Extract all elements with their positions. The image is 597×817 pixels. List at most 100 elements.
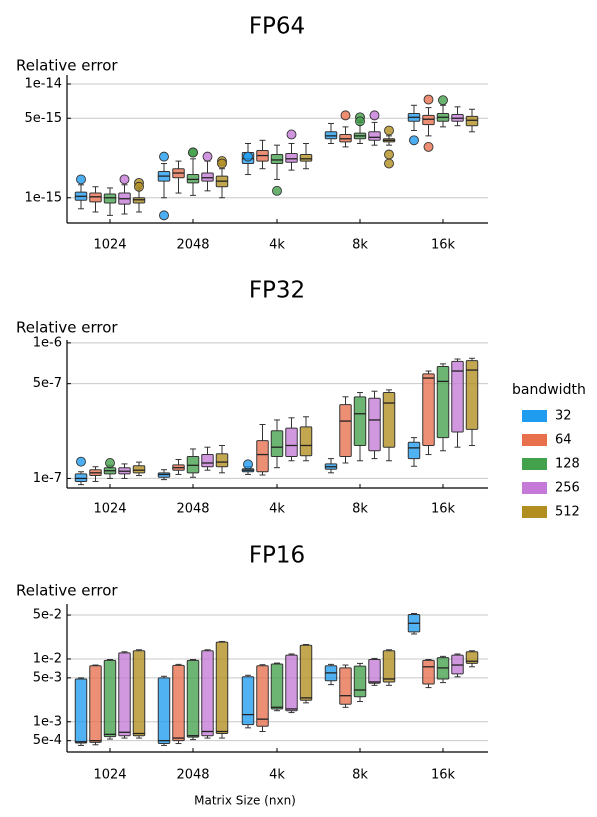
box-128-1024 — [103, 458, 117, 479]
x-axis-label: Matrix Size (nxn) — [194, 794, 296, 808]
box-128-1024 — [103, 187, 117, 216]
outlier-point — [76, 174, 86, 185]
box-256-4k — [285, 417, 298, 462]
box-32-8k — [324, 458, 338, 474]
box-128-2048 — [186, 448, 200, 478]
box-32-8k — [324, 122, 338, 144]
box-512-4k — [299, 142, 313, 170]
box-iqr — [132, 650, 146, 737]
box-iqr — [285, 654, 298, 712]
box-512-1024 — [132, 177, 146, 213]
box-iqr — [422, 114, 435, 126]
y-axis-label: Relative error — [16, 57, 118, 75]
box-128-2048 — [186, 659, 200, 741]
y-tick-label: 5e-4 — [33, 733, 62, 748]
box-iqr — [299, 154, 313, 162]
box-iqr — [215, 641, 229, 735]
x-tick-label: 1024 — [93, 502, 126, 517]
outlier-point — [369, 110, 380, 121]
box-64-1024 — [89, 186, 102, 213]
box-64-4k — [256, 664, 269, 732]
box-iqr — [465, 651, 479, 664]
box-32-2048 — [157, 469, 171, 481]
outlier-point — [286, 129, 297, 140]
box-iqr — [422, 659, 435, 685]
box-128-8k — [353, 662, 367, 703]
box-32-16k — [407, 437, 421, 467]
box-64-8k — [339, 396, 352, 464]
box-256-2048 — [201, 649, 214, 739]
y-tick-label: 1e-15 — [24, 190, 62, 205]
box-64-16k — [422, 94, 435, 152]
outlier-point — [105, 458, 115, 468]
box-iqr — [132, 465, 146, 474]
box-128-4k — [270, 662, 284, 712]
x-tick-label: 8k — [352, 502, 368, 517]
box-iqr — [103, 659, 117, 738]
box-iqr — [436, 365, 450, 439]
x-tick-label: 1024 — [93, 238, 126, 253]
box-64-16k — [422, 370, 435, 456]
panel-fp64: FP64 Relative error 1e-14 5e-15 1e-15 1024 204… — [16, 14, 488, 253]
outlier-point — [423, 94, 434, 105]
box-64-4k — [256, 423, 269, 476]
panel-title: FP16 — [249, 543, 305, 569]
outlier-point — [217, 158, 227, 169]
x-tick-label: 2048 — [176, 768, 209, 783]
box-iqr — [299, 644, 313, 701]
legend-label: 32 — [555, 409, 572, 424]
x-tick-label: 4k — [269, 238, 285, 253]
outlier-point — [76, 456, 86, 467]
box-iqr — [382, 650, 396, 683]
box-512-4k — [299, 643, 313, 704]
box-iqr — [299, 426, 313, 457]
box-iqr — [157, 677, 171, 745]
box-32-16k — [407, 104, 421, 146]
box-512-1024 — [132, 461, 146, 477]
box-128-16k — [436, 363, 450, 452]
y-tick-label: 5e-15 — [24, 111, 62, 126]
box-128-4k — [270, 144, 284, 196]
legend-swatch — [522, 410, 547, 422]
y-tick-label: 1e-3 — [33, 714, 62, 729]
box-32-2048 — [157, 675, 171, 746]
box-iqr — [368, 397, 381, 452]
y-axis-label: Relative error — [16, 319, 118, 337]
box-256-8k — [368, 657, 381, 686]
box-256-2048 — [201, 446, 214, 471]
legend-swatch — [522, 482, 547, 494]
box-128-4k — [270, 419, 284, 469]
box-iqr — [89, 192, 102, 203]
box-32-4k — [241, 142, 255, 176]
box-512-16k — [465, 108, 479, 133]
box-iqr — [285, 427, 298, 458]
legend-label: 256 — [555, 481, 580, 496]
legend-label: 64 — [555, 433, 572, 448]
y-tick-label: 1e-2 — [33, 651, 62, 666]
box-512-16k — [465, 357, 479, 446]
box-iqr — [270, 430, 284, 458]
y-tick-label: 5e-3 — [33, 670, 62, 685]
box-128-2048 — [186, 147, 200, 196]
outlier-point — [272, 185, 282, 196]
box-iqr — [285, 152, 298, 163]
box-32-1024 — [74, 174, 88, 210]
x-tick-label: 16k — [431, 238, 456, 253]
outlier-point — [188, 147, 198, 158]
box-256-16k — [451, 653, 464, 678]
box-iqr — [89, 665, 102, 743]
box-256-4k — [285, 129, 298, 171]
x-tick-label: 1024 — [93, 768, 126, 783]
outlier-point — [340, 110, 351, 121]
box-128-8k — [353, 392, 367, 462]
box-iqr — [201, 172, 214, 182]
outlier-point — [409, 135, 419, 146]
box-iqr — [465, 360, 479, 430]
outlier-point — [384, 158, 394, 169]
legend-swatch — [522, 458, 547, 470]
x-tick-label: 16k — [431, 502, 456, 517]
outlier-point — [243, 459, 253, 470]
legend-swatch — [522, 506, 547, 518]
box-256-1024 — [118, 174, 131, 215]
